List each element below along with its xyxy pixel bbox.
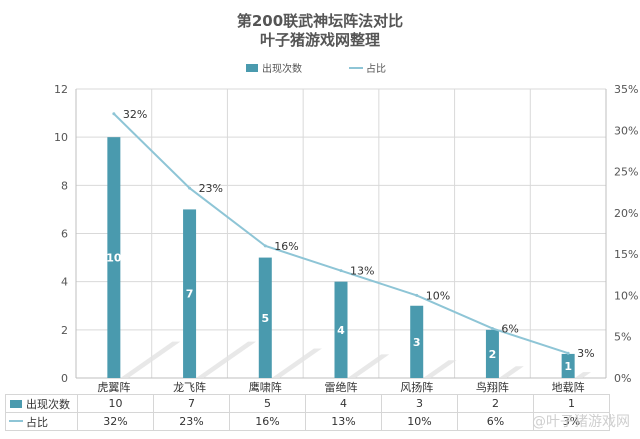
x-tick-label: 虎翼阵 <box>97 380 130 394</box>
bar <box>258 257 272 378</box>
bar-value-label: 1 <box>564 360 572 373</box>
ratio-data-label: 13% <box>350 265 374 278</box>
y-right-tick-label: 35% <box>614 83 638 96</box>
legend-bar-swatch <box>246 64 258 72</box>
legend-bar: 出现次数 <box>242 60 302 75</box>
ratio-data-label: 10% <box>426 289 450 302</box>
table-cell: 3 <box>381 394 458 413</box>
data-table: 出现次数 10 7 5 4 3 2 1 占比 32% 23% 16% 13% 1… <box>5 394 610 431</box>
legend-bar-label: 出现次数 <box>262 64 302 75</box>
legend-line: 占比 <box>346 60 386 75</box>
table-line-swatch <box>9 420 23 422</box>
table-cell: 10 <box>77 394 154 413</box>
chart-title: 第200联武神坛阵法对比 <box>236 12 404 30</box>
bar-shadow <box>196 341 257 378</box>
ratio-point <box>188 186 192 190</box>
x-tick-label: 风扬阵 <box>400 380 433 394</box>
table-bar-swatch <box>10 399 22 408</box>
bar-shadow <box>271 348 322 378</box>
table-cell: 13% <box>305 412 382 431</box>
bar-shadow <box>423 360 457 378</box>
table-cell: 6% <box>457 412 534 431</box>
table-row-label: 出现次数 <box>26 397 70 411</box>
x-tick-label: 鸟翔阵 <box>476 380 509 394</box>
bar-value-label: 4 <box>337 324 345 337</box>
table-cell: 2 <box>457 394 534 413</box>
table-row-header: 出现次数 <box>5 394 78 413</box>
table-cell: 5 <box>229 394 306 413</box>
ratio-point <box>339 269 343 273</box>
y-right-tick-label: 10% <box>614 289 638 302</box>
bar <box>334 281 348 378</box>
y-right-tick-label: 20% <box>614 207 638 220</box>
table-row-label: 占比 <box>26 415 48 429</box>
ratio-data-label: 23% <box>199 182 223 195</box>
y-right-tick-label: 5% <box>614 331 631 344</box>
x-tick-label: 雷绝阵 <box>325 380 358 394</box>
bar-value-label: 10 <box>106 252 122 265</box>
y-left-tick-label: 12 <box>54 83 68 96</box>
table-cell: 16% <box>229 412 306 431</box>
y-right-tick-label: 30% <box>614 124 638 137</box>
ratio-data-label: 3% <box>577 347 594 360</box>
bar-value-label: 2 <box>489 348 497 361</box>
legend-line-swatch <box>349 66 363 69</box>
bar <box>410 305 424 378</box>
ratio-point <box>263 244 267 248</box>
table-cell: 32% <box>77 412 154 431</box>
bar-shadow <box>498 366 524 378</box>
y-left-tick-label: 10 <box>54 131 68 144</box>
y-left-tick-label: 0 <box>61 372 68 385</box>
ratio-data-label: 6% <box>501 322 518 335</box>
table-cell: 3% <box>533 412 610 431</box>
legend-line-label: 占比 <box>366 64 386 75</box>
ratio-point <box>566 351 570 355</box>
y-left-tick-label: 8 <box>61 179 68 192</box>
table-row-header: 占比 <box>5 412 78 431</box>
bar-value-label: 5 <box>261 312 269 325</box>
bar <box>107 137 121 378</box>
table-cell: 1 <box>533 394 610 413</box>
y-left-tick-label: 6 <box>61 228 68 241</box>
x-tick-label: 鹰啸阵 <box>249 380 282 394</box>
table-cell: 7 <box>153 394 230 413</box>
table-row-ratio: 占比 32% 23% 16% 13% 10% 6% 3% <box>5 412 610 431</box>
bar-shadow <box>347 354 390 378</box>
bar-value-label: 7 <box>186 288 194 301</box>
table-row-count: 出现次数 10 7 5 4 3 2 1 <box>5 394 610 413</box>
chart-subtitle: 叶子猪游戏网整理 <box>259 31 380 49</box>
y-right-tick-label: 15% <box>614 248 638 261</box>
table-cell: 10% <box>381 412 458 431</box>
table-cell: 23% <box>153 412 230 431</box>
watermark: @叶子猪游戏网 <box>532 414 630 430</box>
y-left-tick-label: 4 <box>61 276 68 289</box>
x-tick-label: 地载阵 <box>552 380 585 394</box>
ratio-point <box>490 326 494 330</box>
ratio-point <box>112 112 116 116</box>
bar <box>561 353 575 378</box>
ratio-point <box>415 293 419 297</box>
ratio-data-label: 16% <box>274 240 298 253</box>
bar <box>485 329 499 378</box>
y-left-tick-label: 2 <box>61 324 68 337</box>
table-cell: 4 <box>305 394 382 413</box>
y-right-tick-label: 0% <box>614 372 631 385</box>
bar-shadow <box>120 341 181 378</box>
y-right-tick-label: 25% <box>614 166 638 179</box>
x-tick-label: 龙飞阵 <box>173 380 206 394</box>
bar <box>183 209 197 378</box>
bar-shadow <box>574 372 592 378</box>
ratio-data-label: 32% <box>123 108 147 121</box>
bar-value-label: 3 <box>413 336 421 349</box>
